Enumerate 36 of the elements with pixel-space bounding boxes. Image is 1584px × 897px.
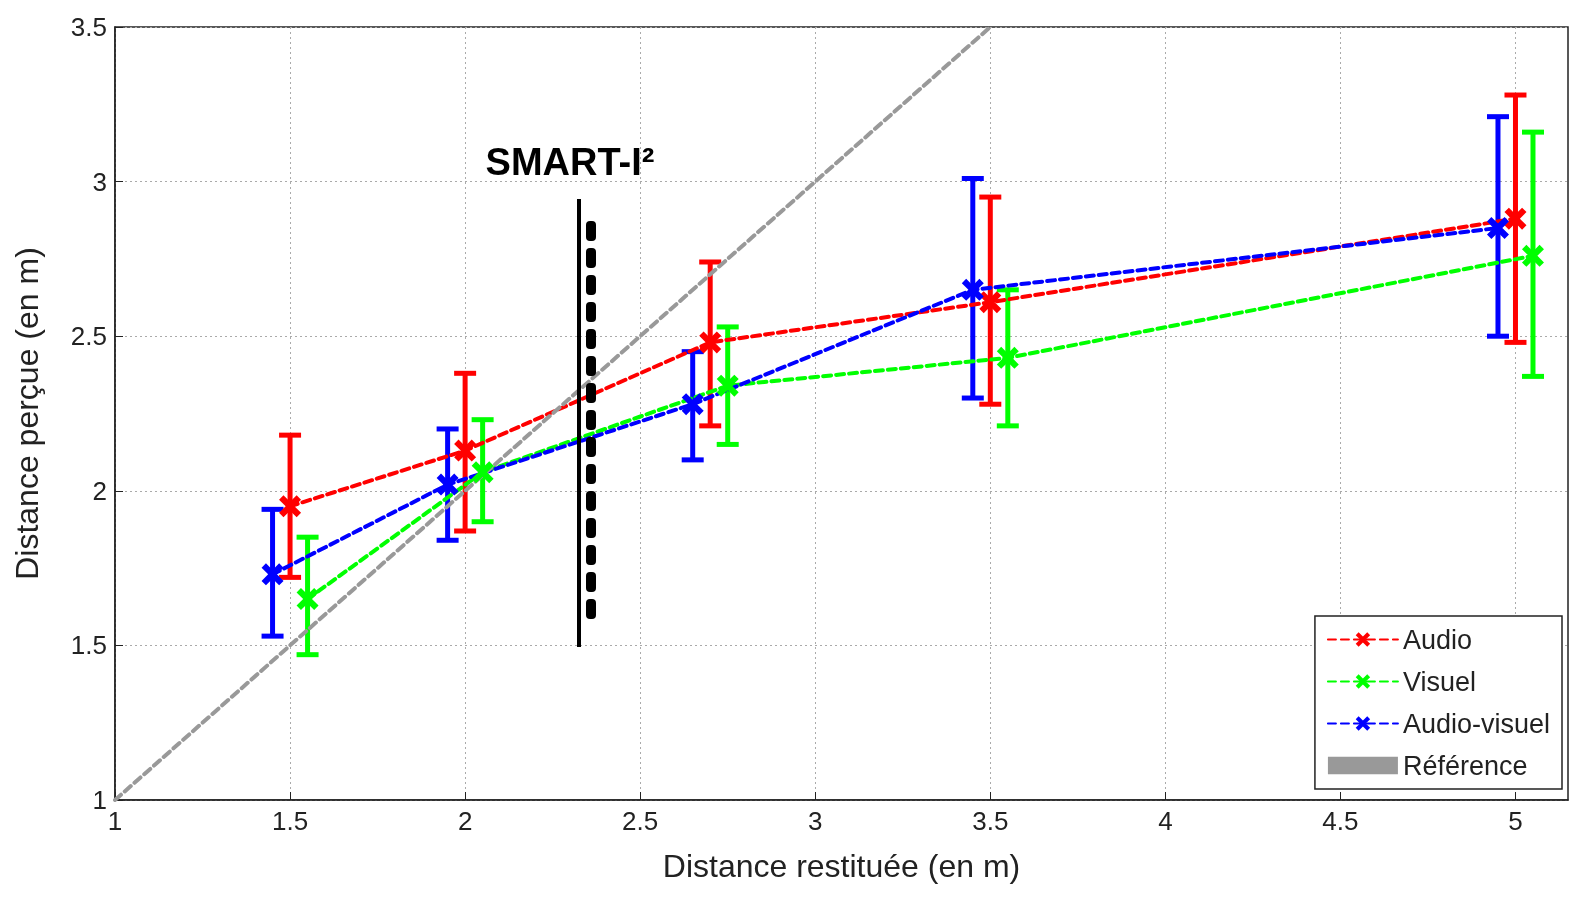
x-tick-label: 4 [1158, 806, 1173, 836]
y-tick-label: 2 [92, 475, 107, 506]
point [279, 495, 302, 518]
y-tick-label: 1.5 [70, 630, 107, 661]
point [261, 563, 284, 586]
x-tick-label: 5 [1508, 806, 1523, 836]
point [699, 331, 722, 354]
point [471, 461, 494, 484]
point [1504, 207, 1527, 230]
y-tick-label: 3.5 [70, 12, 107, 42]
y-tick-label: 1 [92, 785, 107, 815]
point [1486, 216, 1509, 239]
x-tick-label: 4.5 [1322, 806, 1359, 836]
x-tick-label: 3 [808, 806, 823, 836]
point [996, 346, 1019, 369]
annotation: SMART-I² [485, 141, 655, 183]
legend-label: Référence [1402, 750, 1528, 781]
point [961, 278, 984, 301]
point [979, 291, 1002, 314]
point [716, 374, 739, 397]
legend-label: Audio [1402, 624, 1472, 655]
point [681, 393, 704, 416]
y-tick-label: 3 [92, 166, 107, 197]
point [454, 439, 477, 462]
point [436, 473, 459, 496]
x-axis-title: Distance restituée (en m) [662, 848, 1021, 884]
point [1521, 244, 1544, 267]
x-tick-label: 3.5 [972, 806, 1009, 836]
point [296, 588, 319, 611]
legend-label: Visuel [1402, 666, 1476, 697]
x-tick-label: 2.5 [622, 806, 659, 836]
x-tick-label: 2 [457, 806, 473, 836]
legend-label: Audio-visuel [1402, 708, 1550, 739]
x-tick-label: 1.5 [271, 806, 309, 836]
y-tick-label: 2.5 [70, 321, 107, 352]
y-axis-title: Distance perçue (en m) [9, 247, 45, 580]
